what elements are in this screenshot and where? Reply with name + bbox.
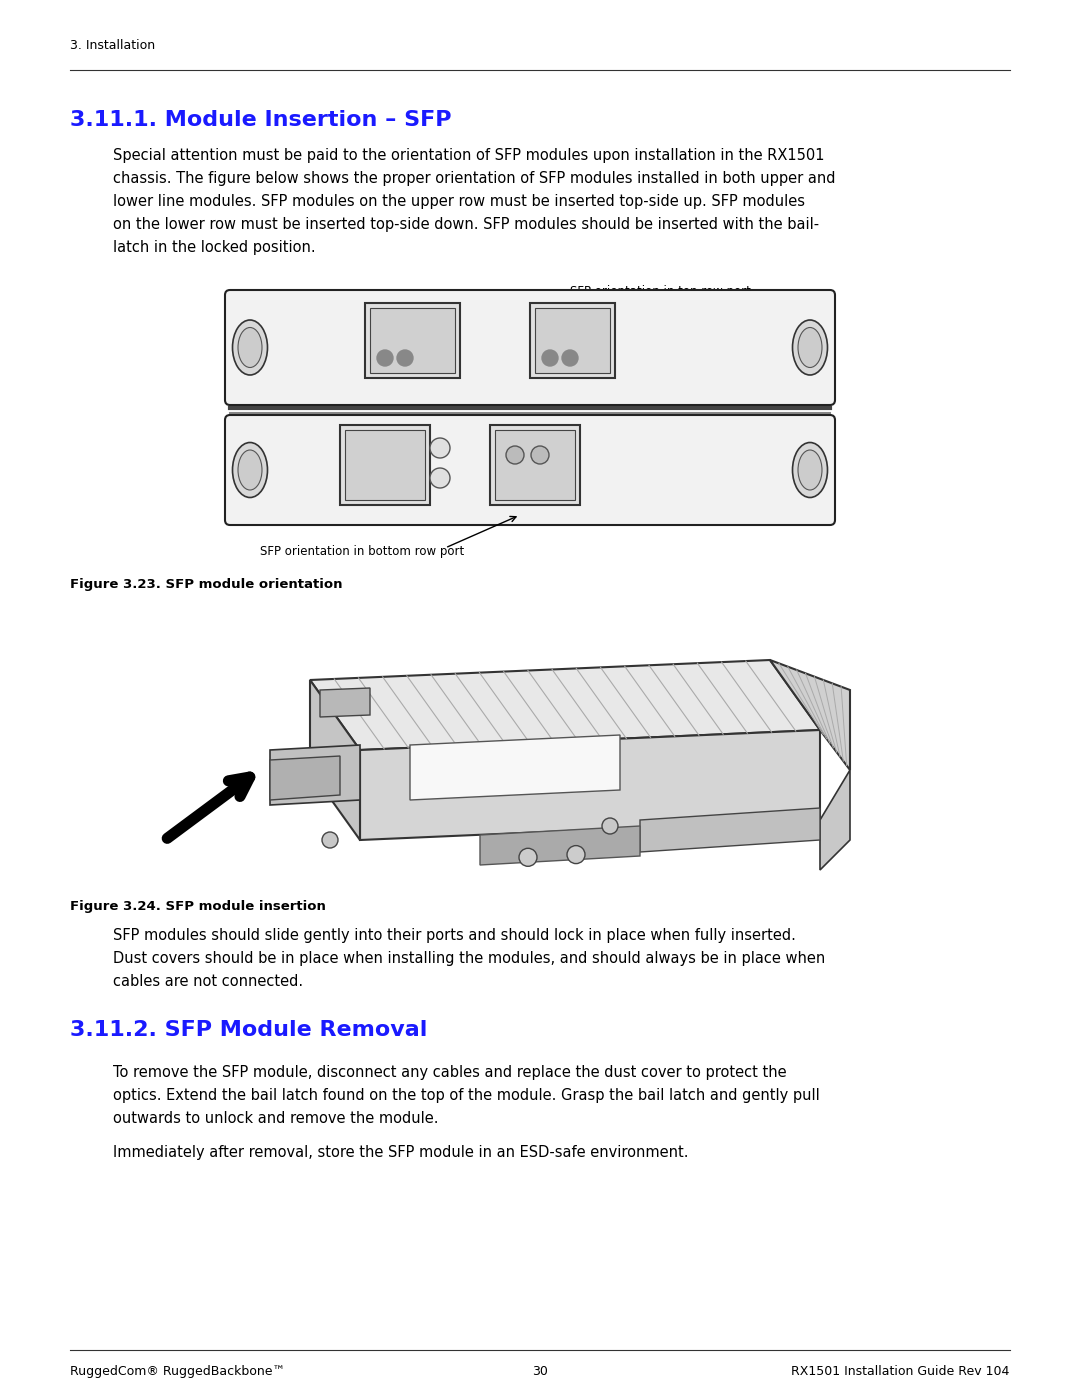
- FancyBboxPatch shape: [530, 303, 615, 379]
- Polygon shape: [270, 745, 360, 805]
- Circle shape: [531, 446, 549, 464]
- Text: SFP modules should slide gently into their ports and should lock in place when f: SFP modules should slide gently into the…: [113, 928, 796, 943]
- Polygon shape: [310, 680, 360, 840]
- Polygon shape: [640, 807, 820, 852]
- Text: 1000X: 1000X: [235, 337, 241, 359]
- FancyBboxPatch shape: [225, 291, 835, 405]
- Text: Dust covers should be in place when installing the modules, and should always be: Dust covers should be in place when inst…: [113, 951, 825, 965]
- Text: lower line modules. SFP modules on the upper row must be inserted top-side up. S: lower line modules. SFP modules on the u…: [113, 194, 806, 210]
- Text: latch in the locked position.: latch in the locked position.: [113, 240, 316, 256]
- Text: on the lower row must be inserted top-side down. SFP modules should be inserted : on the lower row must be inserted top-si…: [113, 217, 820, 232]
- Text: 3.11.2. SFP Module Removal: 3.11.2. SFP Module Removal: [70, 1020, 428, 1039]
- Ellipse shape: [232, 443, 268, 497]
- Text: To remove the SFP module, disconnect any cables and replace the dust cover to pr: To remove the SFP module, disconnect any…: [113, 1065, 787, 1080]
- Text: RuggedCom® RuggedBackbone™: RuggedCom® RuggedBackbone™: [70, 1365, 285, 1377]
- Text: Special attention must be paid to the orientation of SFP modules upon installati: Special attention must be paid to the or…: [113, 148, 825, 163]
- Text: Immediately after removal, store the SFP module in an ESD-safe environment.: Immediately after removal, store the SFP…: [113, 1146, 689, 1160]
- Circle shape: [507, 446, 524, 464]
- FancyBboxPatch shape: [370, 307, 455, 373]
- Circle shape: [384, 344, 405, 363]
- Text: optics. Extend the bail latch found on the top of the module. Grasp the bail lat: optics. Extend the bail latch found on t…: [113, 1088, 820, 1104]
- Ellipse shape: [232, 320, 268, 374]
- Text: chassis. The figure below shows the proper orientation of SFP modules installed : chassis. The figure below shows the prop…: [113, 170, 836, 186]
- Ellipse shape: [798, 450, 822, 490]
- Text: 30: 30: [532, 1365, 548, 1377]
- Circle shape: [377, 351, 393, 366]
- FancyBboxPatch shape: [365, 303, 460, 379]
- FancyBboxPatch shape: [345, 430, 426, 500]
- Text: outwards to unlock and remove the module.: outwards to unlock and remove the module…: [113, 1111, 438, 1126]
- Text: cables are not connected.: cables are not connected.: [113, 974, 303, 989]
- Ellipse shape: [793, 443, 827, 497]
- Polygon shape: [410, 735, 620, 800]
- Text: Figure 3.24. SFP module insertion: Figure 3.24. SFP module insertion: [70, 900, 326, 914]
- Ellipse shape: [798, 327, 822, 367]
- Ellipse shape: [793, 320, 827, 374]
- Circle shape: [430, 439, 450, 458]
- Circle shape: [430, 468, 450, 488]
- FancyBboxPatch shape: [225, 415, 835, 525]
- Text: 1000X: 1000X: [819, 458, 825, 482]
- Polygon shape: [360, 731, 820, 840]
- Ellipse shape: [519, 848, 537, 866]
- Circle shape: [322, 833, 338, 848]
- Polygon shape: [310, 659, 820, 750]
- Text: RX1501 Installation Guide Rev 104: RX1501 Installation Guide Rev 104: [792, 1365, 1010, 1377]
- Text: Figure 3.23. SFP module orientation: Figure 3.23. SFP module orientation: [70, 578, 342, 591]
- Circle shape: [562, 351, 578, 366]
- Polygon shape: [480, 826, 640, 865]
- Text: 3.11.1. Module Insertion – SFP: 3.11.1. Module Insertion – SFP: [70, 110, 451, 130]
- Ellipse shape: [567, 845, 585, 863]
- FancyBboxPatch shape: [490, 425, 580, 504]
- Circle shape: [384, 313, 405, 332]
- Text: SFP orientation in top row port: SFP orientation in top row port: [570, 285, 751, 298]
- Polygon shape: [820, 770, 850, 870]
- Polygon shape: [320, 687, 370, 717]
- FancyBboxPatch shape: [340, 425, 430, 504]
- FancyBboxPatch shape: [495, 430, 575, 500]
- Circle shape: [602, 819, 618, 834]
- Text: SFP orientation in bottom row port: SFP orientation in bottom row port: [260, 545, 464, 557]
- FancyBboxPatch shape: [535, 307, 610, 373]
- Circle shape: [542, 351, 558, 366]
- Text: 3. Installation: 3. Installation: [70, 39, 156, 52]
- Circle shape: [397, 351, 413, 366]
- Ellipse shape: [238, 450, 262, 490]
- Polygon shape: [270, 756, 340, 800]
- Ellipse shape: [238, 327, 262, 367]
- Polygon shape: [770, 659, 850, 770]
